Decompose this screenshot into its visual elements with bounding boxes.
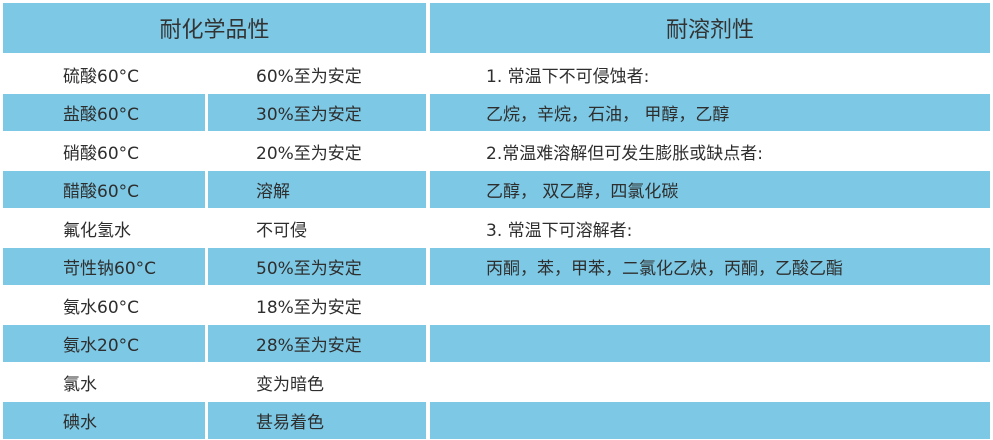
header-chemical-resistance: 耐化学品性 xyxy=(3,3,426,53)
solvent-cell: 丙酮，苯，甲苯，二氯化乙炔，丙酮，乙酸乙酯 xyxy=(430,248,990,285)
chemical-name-cell: 硝酸60°C xyxy=(63,143,140,164)
chemical-result-cell: 变为暗色 xyxy=(256,374,324,395)
chemical-name-cell: 氯水 xyxy=(63,374,97,395)
chemical-result-cell: 50%至为安定 xyxy=(208,248,426,285)
chemical-name-cell: 醋酸60°C xyxy=(3,171,205,208)
solvent-cell: 乙烷，辛烷，石油， 甲醇，乙醇 xyxy=(430,94,990,131)
chemical-result-cell: 甚易着色 xyxy=(208,402,426,439)
chemical-name-cell: 硫酸60°C xyxy=(63,66,140,87)
chemical-result-cell: 18%至为安定 xyxy=(256,297,362,318)
chemical-name-cell: 氟化氢水 xyxy=(63,220,131,241)
chemical-name-cell: 盐酸60°C xyxy=(3,94,205,131)
chemical-result-cell: 60%至为安定 xyxy=(256,66,362,87)
solvent-cell: 2.常温难溶解但可发生膨胀或缺点者: xyxy=(486,143,763,164)
header-solvent-resistance: 耐溶剂性 xyxy=(430,3,990,53)
chemical-result-cell: 不可侵 xyxy=(256,220,307,241)
chemical-name-cell: 氨水60°C xyxy=(63,297,140,318)
chemical-result-cell: 28%至为安定 xyxy=(208,325,426,362)
solvent-cell: 3. 常温下可溶解者: xyxy=(486,220,633,241)
chemical-result-cell: 30%至为安定 xyxy=(208,94,426,131)
chemical-name-cell: 苛性钠60°C xyxy=(3,248,205,285)
solvent-cell xyxy=(430,364,990,401)
chemical-name-cell: 碘水 xyxy=(3,402,205,439)
solvent-cell xyxy=(430,402,990,439)
chemical-result-cell: 溶解 xyxy=(208,171,426,208)
solvent-cell: 1. 常温下不可侵蚀者: xyxy=(486,66,650,87)
chemical-name-cell: 氨水20°C xyxy=(3,325,205,362)
chemical-result-cell: 20%至为安定 xyxy=(256,143,362,164)
solvent-cell xyxy=(430,325,990,362)
solvent-cell xyxy=(430,287,990,324)
solvent-cell: 乙醇， 双乙醇，四氯化碳 xyxy=(430,171,990,208)
